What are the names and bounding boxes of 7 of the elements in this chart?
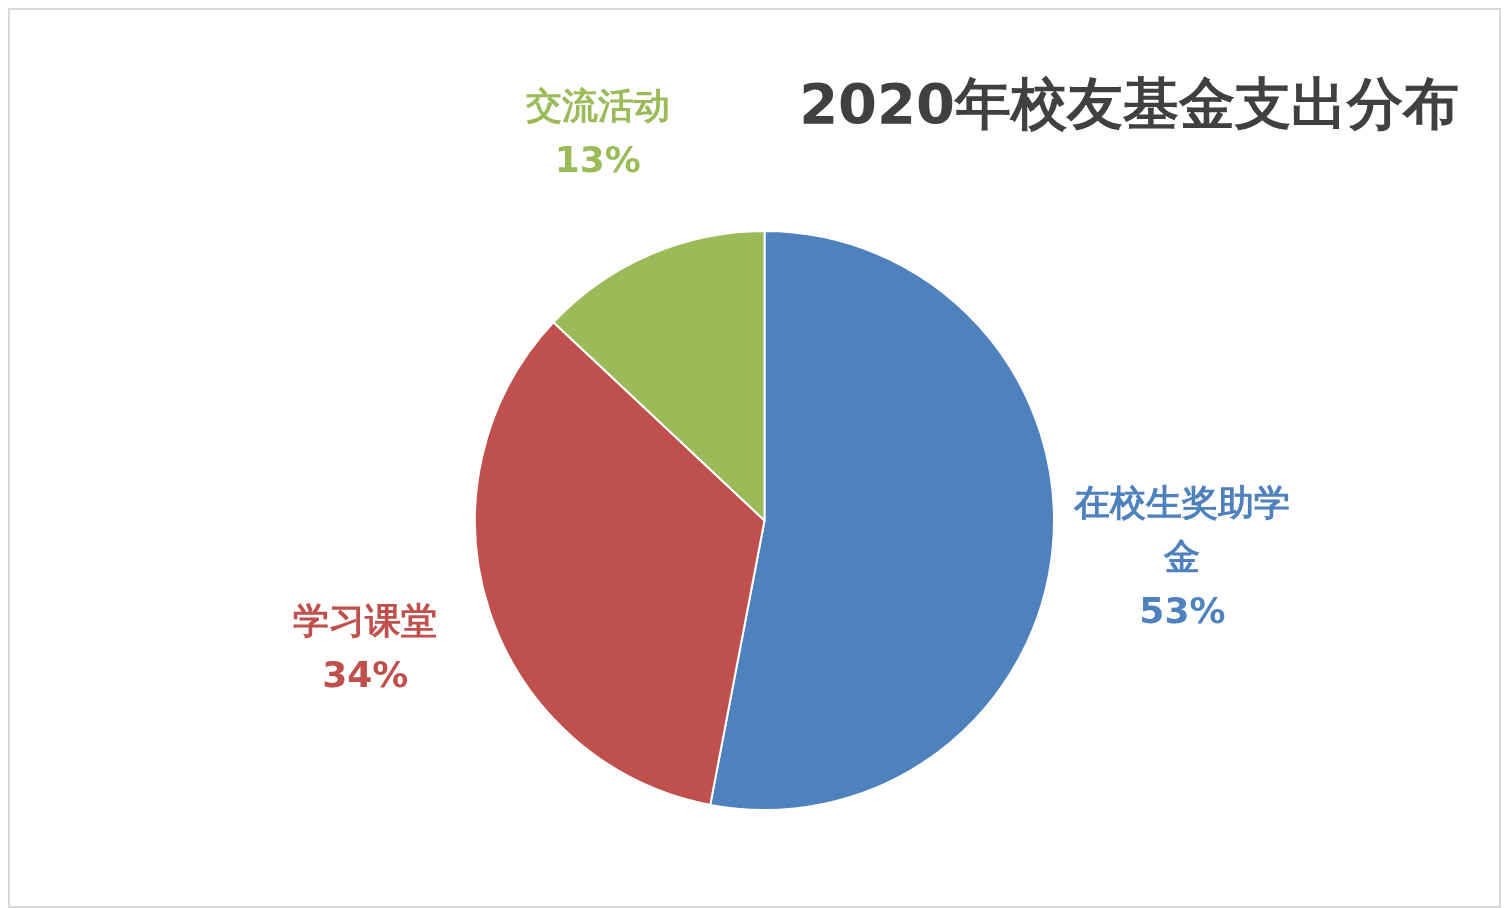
chart-title: 2020年校友基金支出分布: [799, 70, 1459, 136]
slice-label: 在校生奖助学金: [1073, 482, 1291, 578]
slice-label: 学习课堂: [293, 599, 438, 641]
data-label: 53%: [1139, 590, 1226, 632]
slice-label: 交流活动: [524, 84, 670, 126]
data-label: 34%: [322, 653, 409, 695]
data-label: 13%: [554, 138, 641, 180]
